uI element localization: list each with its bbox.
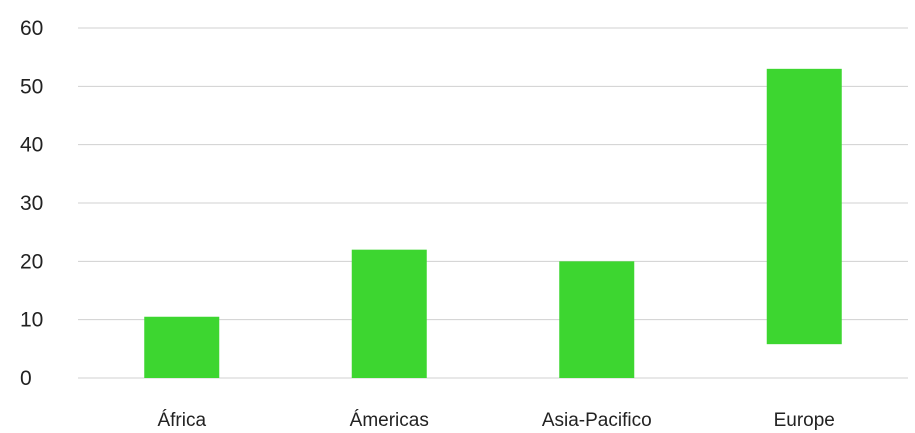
x-category-label: Europe bbox=[774, 410, 835, 431]
y-tick-label: 0 bbox=[20, 367, 32, 390]
y-tick-label: 50 bbox=[20, 75, 43, 98]
bar bbox=[144, 316, 220, 378]
y-tick-label: 20 bbox=[20, 250, 43, 273]
bars bbox=[144, 68, 842, 378]
y-tick-label: 60 bbox=[20, 17, 43, 40]
y-axis-tick-labels: 0 10 20 30 40 50 60 bbox=[20, 17, 43, 390]
bar bbox=[559, 261, 635, 378]
x-axis-category-labels: África Ámericas Asia-Pacifico Europe bbox=[157, 410, 834, 431]
bar bbox=[351, 249, 427, 378]
y-tick-label: 30 bbox=[20, 192, 43, 215]
y-tick-label: 40 bbox=[20, 134, 43, 157]
x-category-label: Ámericas bbox=[350, 410, 429, 431]
y-tick-label: 10 bbox=[20, 309, 43, 332]
x-category-label: África bbox=[157, 410, 206, 431]
bar bbox=[766, 68, 842, 345]
x-category-label: Asia-Pacifico bbox=[542, 410, 652, 431]
